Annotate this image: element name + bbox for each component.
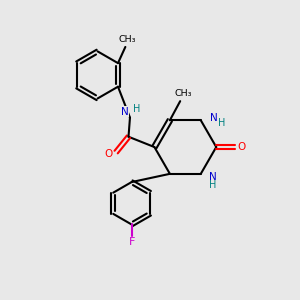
Text: N: N (210, 113, 218, 123)
Text: N: N (121, 107, 129, 117)
Text: O: O (238, 142, 246, 152)
Text: CH₃: CH₃ (118, 35, 136, 44)
Text: N: N (209, 172, 217, 182)
Text: H: H (133, 104, 140, 114)
Text: O: O (105, 149, 113, 159)
Text: CH₃: CH₃ (174, 89, 192, 98)
Text: H: H (218, 118, 225, 128)
Text: H: H (209, 180, 216, 190)
Text: F: F (128, 237, 135, 247)
